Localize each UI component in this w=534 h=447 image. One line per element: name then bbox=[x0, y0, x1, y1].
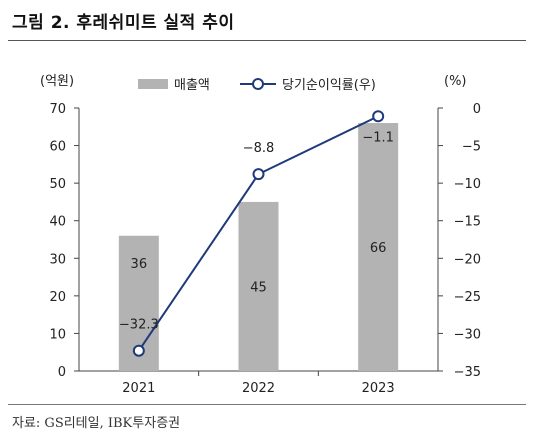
left-tick-label: 0 bbox=[58, 365, 66, 380]
margin-value-label: −8.8 bbox=[243, 141, 275, 156]
left-tick-label: 30 bbox=[49, 252, 66, 267]
margin-point-2022 bbox=[252, 168, 265, 181]
left-tick-label: 70 bbox=[49, 102, 66, 117]
plot-area: 0 10 20 30 40 50 60 70 0 −5 −10 −15 −20 −25 −30 −35 2021… bbox=[49, 102, 481, 396]
x-tick-label: 2021 bbox=[122, 381, 155, 396]
legend-bar-label: 매출액 bbox=[174, 78, 210, 93]
right-tick-label: −35 bbox=[454, 365, 481, 380]
bar-value-label: 66 bbox=[370, 241, 387, 256]
source-divider bbox=[8, 404, 526, 405]
legend-bar-swatch bbox=[138, 79, 168, 89]
left-tick-label: 10 bbox=[49, 327, 66, 342]
bar-value-label: 36 bbox=[131, 257, 148, 272]
bar-2022 bbox=[238, 201, 279, 371]
x-tick-label: 2022 bbox=[242, 381, 275, 396]
bar-2023 bbox=[358, 123, 399, 372]
right-tick-label: −20 bbox=[454, 252, 481, 267]
chart: 매출액 당기순이익률(우) (억원) (%) 0 10 20 30 40 50 60 70 0 −… bbox=[40, 74, 481, 396]
left-tick-label: 40 bbox=[49, 215, 66, 230]
right-tick-label: 0 bbox=[473, 102, 481, 117]
right-tick-label: −15 bbox=[454, 215, 481, 230]
legend-line-label: 당기순이익률(우) bbox=[282, 78, 376, 93]
margin-point-2023 bbox=[372, 110, 385, 123]
left-axis-unit: (억원) bbox=[40, 74, 74, 89]
right-axis-unit: (%) bbox=[444, 74, 467, 89]
right-tick-label: −5 bbox=[462, 140, 481, 155]
left-tick-label: 60 bbox=[49, 140, 66, 155]
margin-point-2021 bbox=[132, 344, 145, 357]
right-tick-label: −30 bbox=[454, 327, 481, 342]
bar-value-label: 45 bbox=[250, 280, 267, 295]
left-tick-label: 20 bbox=[49, 290, 66, 305]
left-tick-label: 50 bbox=[49, 177, 66, 192]
right-tick-label: −10 bbox=[454, 177, 481, 192]
figure-title: 그림 2. 후레쉬미트 실적 추이 bbox=[12, 13, 235, 33]
legend-line-marker bbox=[252, 78, 264, 90]
margin-value-label: −1.1 bbox=[362, 130, 394, 145]
source-note: 자료: GS리테일, IBK투자증권 bbox=[12, 416, 181, 431]
title-divider bbox=[8, 40, 526, 41]
right-tick-label: −25 bbox=[454, 290, 481, 305]
legend: 매출액 당기순이익률(우) bbox=[138, 78, 376, 93]
x-tick-label: 2023 bbox=[362, 381, 395, 396]
margin-value-label: −32.3 bbox=[119, 318, 159, 333]
